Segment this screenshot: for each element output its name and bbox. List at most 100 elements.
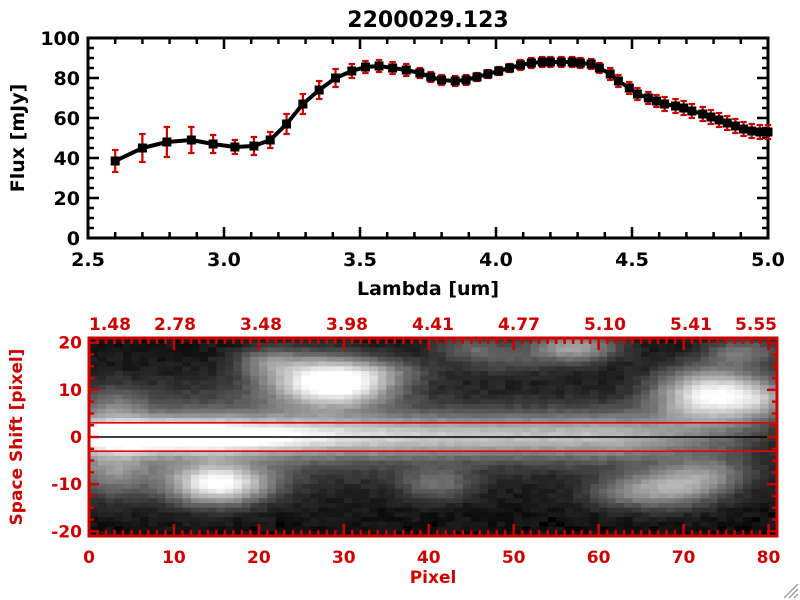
image-pixel (267, 422, 277, 429)
image-pixel (335, 361, 345, 367)
image-pixel (709, 465, 719, 471)
top-panel-xlabel: Lambda [um] (357, 278, 499, 300)
image-pixel (734, 356, 744, 363)
image-pixel (377, 404, 387, 410)
data-point-marker (747, 126, 757, 136)
image-pixel (207, 531, 217, 536)
image-pixel (360, 484, 370, 490)
image-pixel (105, 347, 116, 353)
image-pixel (105, 371, 116, 377)
image-pixel (692, 470, 702, 476)
image-pixel (267, 451, 277, 457)
image-pixel (148, 347, 158, 353)
image-pixel (173, 389, 184, 396)
image-pixel (530, 338, 540, 344)
image-pixel (556, 526, 566, 532)
image-pixel (666, 470, 676, 476)
image-pixel (428, 512, 438, 518)
image-pixel (182, 498, 192, 504)
image-pixel (675, 512, 685, 518)
image-pixel (539, 404, 549, 410)
data-point-marker (505, 63, 515, 73)
image-pixel (309, 380, 319, 386)
image-pixel (751, 422, 761, 429)
image-pixel (131, 356, 141, 363)
image-pixel (624, 408, 634, 415)
image-pixel (199, 521, 209, 528)
image-pixel (335, 389, 345, 396)
image-pixel (216, 394, 226, 400)
image-pixel (275, 526, 285, 532)
image-pixel (471, 460, 481, 466)
image-pixel (199, 512, 209, 518)
image-pixel (224, 512, 234, 518)
image-pixel (89, 338, 99, 344)
window-resize-handle[interactable] (778, 578, 800, 600)
image-pixel (488, 437, 498, 443)
image-pixel (556, 517, 566, 523)
image-pixel (513, 517, 523, 523)
image-pixel (258, 394, 268, 400)
x-tick-label: 60 (587, 548, 611, 568)
image-pixel (564, 404, 574, 410)
image-pixel (148, 399, 158, 405)
image-pixel (700, 389, 710, 396)
image-pixel (717, 352, 727, 358)
image-pixel (522, 399, 532, 405)
image-pixel (309, 394, 319, 400)
image-pixel (539, 441, 549, 448)
image-pixel (301, 347, 311, 353)
image-pixel (454, 413, 464, 419)
image-pixel (165, 404, 175, 410)
image-pixel (326, 437, 336, 443)
image-pixel (131, 437, 141, 443)
image-pixel (530, 437, 540, 443)
x-tick-label: 4.0 (479, 249, 513, 271)
image-pixel (182, 375, 192, 382)
image-pixel (462, 371, 472, 377)
image-pixel (649, 413, 659, 419)
image-pixel (641, 389, 651, 396)
image-pixel (615, 404, 625, 410)
image-pixel (114, 446, 124, 452)
image-pixel (479, 352, 489, 358)
image-pixel (760, 413, 770, 419)
image-pixel (658, 422, 668, 429)
image-pixel (607, 517, 617, 523)
image-pixel (97, 455, 107, 462)
image-pixel (131, 385, 141, 391)
image-pixel (700, 517, 710, 523)
image-pixel (122, 352, 133, 358)
image-pixel (445, 342, 455, 349)
image-pixel (335, 503, 345, 509)
image-pixel (267, 394, 277, 400)
image-pixel (241, 385, 251, 391)
image-pixel (224, 418, 234, 424)
image-pixel (97, 526, 107, 532)
image-pixel (250, 531, 260, 536)
image-pixel (173, 503, 184, 509)
image-pixel (233, 380, 243, 386)
image-pixel (428, 503, 438, 509)
image-pixel (122, 493, 133, 499)
image-pixel (309, 507, 319, 514)
image-pixel (131, 441, 141, 448)
image-pixel (420, 451, 430, 457)
image-pixel (615, 531, 625, 536)
image-pixel (632, 385, 642, 391)
image-pixel (666, 446, 676, 452)
image-pixel (615, 408, 625, 415)
image-pixel (122, 371, 133, 377)
image-pixel (760, 531, 770, 536)
image-pixel (539, 389, 549, 396)
image-pixel (539, 479, 549, 485)
image-pixel (148, 446, 158, 452)
image-pixel (573, 484, 583, 490)
image-pixel (207, 394, 217, 400)
image-pixel (386, 484, 396, 490)
image-pixel (709, 399, 719, 405)
image-pixel (241, 432, 251, 438)
image-pixel (564, 526, 574, 532)
image-pixel (241, 375, 251, 382)
image-pixel (394, 399, 404, 405)
